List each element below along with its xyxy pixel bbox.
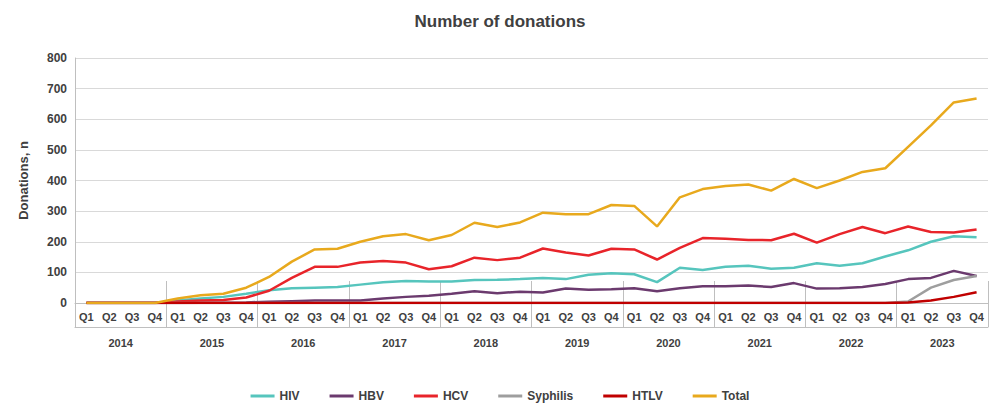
svg-text:2020: 2020 [656, 337, 680, 349]
svg-text:Q2: Q2 [558, 311, 573, 323]
svg-text:Q2: Q2 [650, 311, 665, 323]
svg-text:Number of donations: Number of donations [415, 12, 586, 31]
svg-text:Q2: Q2 [832, 311, 847, 323]
svg-text:Q3: Q3 [764, 311, 779, 323]
svg-text:2022: 2022 [839, 337, 863, 349]
svg-text:Q2: Q2 [376, 311, 391, 323]
svg-text:2018: 2018 [474, 337, 498, 349]
svg-text:Q3: Q3 [581, 311, 596, 323]
svg-text:Q4: Q4 [695, 311, 711, 323]
svg-text:Q3: Q3 [125, 311, 140, 323]
svg-text:100: 100 [47, 265, 67, 279]
svg-text:400: 400 [47, 174, 67, 188]
svg-text:Q2: Q2 [741, 311, 756, 323]
svg-text:Q3: Q3 [946, 311, 961, 323]
svg-text:600: 600 [47, 112, 67, 126]
svg-text:Q3: Q3 [673, 311, 688, 323]
svg-text:Q3: Q3 [399, 311, 414, 323]
svg-text:2015: 2015 [200, 337, 224, 349]
svg-text:Q2: Q2 [193, 311, 208, 323]
svg-text:Q4: Q4 [969, 311, 985, 323]
svg-text:Q3: Q3 [216, 311, 231, 323]
svg-text:Q1: Q1 [536, 311, 551, 323]
svg-text:Q2: Q2 [467, 311, 482, 323]
svg-text:Q1: Q1 [170, 311, 185, 323]
svg-text:HTLV: HTLV [632, 389, 662, 403]
svg-text:Q4: Q4 [421, 311, 437, 323]
svg-text:Q1: Q1 [444, 311, 459, 323]
svg-text:Q1: Q1 [901, 311, 916, 323]
svg-text:Syphilis: Syphilis [527, 389, 573, 403]
svg-text:700: 700 [47, 82, 67, 96]
svg-text:2014: 2014 [108, 337, 133, 349]
svg-text:Q3: Q3 [490, 311, 505, 323]
svg-text:Q1: Q1 [627, 311, 642, 323]
svg-text:Q4: Q4 [239, 311, 255, 323]
svg-text:Q1: Q1 [809, 311, 824, 323]
svg-text:Total: Total [722, 389, 750, 403]
svg-text:800: 800 [47, 51, 67, 65]
svg-text:Q1: Q1 [353, 311, 368, 323]
svg-text:Q4: Q4 [513, 311, 529, 323]
svg-text:HBV: HBV [359, 389, 384, 403]
svg-text:Q1: Q1 [718, 311, 733, 323]
svg-text:2019: 2019 [565, 337, 589, 349]
svg-text:2016: 2016 [291, 337, 315, 349]
svg-text:HCV: HCV [443, 389, 468, 403]
svg-text:HIV: HIV [280, 389, 300, 403]
svg-text:Q1: Q1 [262, 311, 277, 323]
svg-text:500: 500 [47, 143, 67, 157]
svg-text:Q3: Q3 [855, 311, 870, 323]
svg-text:200: 200 [47, 235, 67, 249]
svg-text:Q1: Q1 [79, 311, 94, 323]
svg-text:Q3: Q3 [307, 311, 322, 323]
svg-text:0: 0 [60, 296, 67, 310]
svg-text:Q4: Q4 [787, 311, 803, 323]
svg-text:Q4: Q4 [330, 311, 346, 323]
svg-text:Q4: Q4 [878, 311, 894, 323]
svg-text:Donations, n: Donations, n [16, 141, 31, 220]
svg-text:Q4: Q4 [604, 311, 620, 323]
svg-text:Q4: Q4 [148, 311, 164, 323]
svg-text:Q2: Q2 [924, 311, 939, 323]
svg-text:2017: 2017 [382, 337, 406, 349]
svg-text:2021: 2021 [748, 337, 772, 349]
svg-text:Q2: Q2 [102, 311, 117, 323]
svg-text:Q2: Q2 [284, 311, 299, 323]
svg-text:300: 300 [47, 204, 67, 218]
svg-text:2023: 2023 [930, 337, 954, 349]
